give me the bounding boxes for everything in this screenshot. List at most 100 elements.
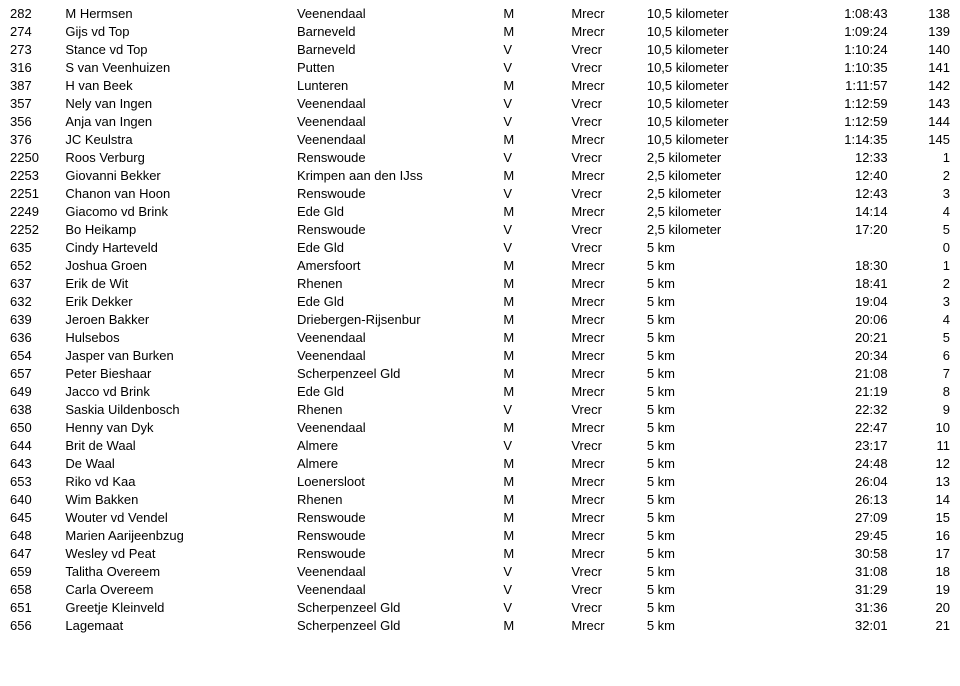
cell-rank: 648 bbox=[8, 526, 63, 544]
cell-gender: V bbox=[501, 148, 539, 166]
cell-name: Marien Aarijeenbzug bbox=[63, 526, 295, 544]
cell-pos: 140 bbox=[902, 40, 952, 58]
cell-cat: Mrecr bbox=[569, 472, 645, 490]
cell-empty bbox=[539, 310, 569, 328]
cell-time: 24:48 bbox=[791, 454, 902, 472]
cell-dist: 10,5 kilometer bbox=[645, 22, 791, 40]
table-row: 638Saskia UildenboschRhenenVVrecr5 km22:… bbox=[8, 400, 952, 418]
cell-dist: 5 km bbox=[645, 436, 791, 454]
table-row: 356Anja van IngenVeenendaalVVrecr10,5 ki… bbox=[8, 112, 952, 130]
cell-gender: M bbox=[501, 274, 539, 292]
cell-empty bbox=[539, 148, 569, 166]
table-row: 376JC KeulstraVeenendaalMMrecr10,5 kilom… bbox=[8, 130, 952, 148]
cell-cat: Mrecr bbox=[569, 274, 645, 292]
table-row: 649Jacco vd BrinkEde GldMMrecr5 km21:198 bbox=[8, 382, 952, 400]
cell-city: Loenersloot bbox=[295, 472, 501, 490]
cell-cat: Vrecr bbox=[569, 400, 645, 418]
cell-pos: 5 bbox=[902, 220, 952, 238]
cell-rank: 273 bbox=[8, 40, 63, 58]
cell-time: 22:32 bbox=[791, 400, 902, 418]
cell-rank: 653 bbox=[8, 472, 63, 490]
cell-empty bbox=[539, 472, 569, 490]
cell-city: Krimpen aan den IJss bbox=[295, 166, 501, 184]
cell-dist: 5 km bbox=[645, 328, 791, 346]
cell-gender: M bbox=[501, 364, 539, 382]
table-row: 274Gijs vd TopBarneveldMMrecr10,5 kilome… bbox=[8, 22, 952, 40]
cell-city: Lunteren bbox=[295, 76, 501, 94]
cell-dist: 5 km bbox=[645, 382, 791, 400]
cell-empty bbox=[539, 580, 569, 598]
cell-empty bbox=[539, 130, 569, 148]
cell-rank: 2249 bbox=[8, 202, 63, 220]
results-page: 282M HermsenVeenendaalMMrecr10,5 kilomet… bbox=[0, 0, 960, 638]
cell-name: Erik de Wit bbox=[63, 274, 295, 292]
table-row: 282M HermsenVeenendaalMMrecr10,5 kilomet… bbox=[8, 4, 952, 22]
cell-city: Rhenen bbox=[295, 400, 501, 418]
cell-gender: M bbox=[501, 22, 539, 40]
cell-name: Nely van Ingen bbox=[63, 94, 295, 112]
cell-name: S van Veenhuizen bbox=[63, 58, 295, 76]
cell-name: Riko vd Kaa bbox=[63, 472, 295, 490]
cell-empty bbox=[539, 58, 569, 76]
cell-empty bbox=[539, 112, 569, 130]
cell-rank: 2250 bbox=[8, 148, 63, 166]
cell-dist: 5 km bbox=[645, 598, 791, 616]
cell-name: Peter Bieshaar bbox=[63, 364, 295, 382]
cell-name: Stance vd Top bbox=[63, 40, 295, 58]
cell-dist: 5 km bbox=[645, 400, 791, 418]
cell-pos: 5 bbox=[902, 328, 952, 346]
cell-dist: 5 km bbox=[645, 364, 791, 382]
cell-cat: Mrecr bbox=[569, 616, 645, 634]
results-tbody: 282M HermsenVeenendaalMMrecr10,5 kilomet… bbox=[8, 4, 952, 634]
table-row: 653Riko vd KaaLoenerslootMMrecr5 km26:04… bbox=[8, 472, 952, 490]
cell-pos: 2 bbox=[902, 274, 952, 292]
cell-city: Renswoude bbox=[295, 544, 501, 562]
table-row: 654Jasper van BurkenVeenendaalMMrecr5 km… bbox=[8, 346, 952, 364]
cell-rank: 650 bbox=[8, 418, 63, 436]
cell-time: 1:12:59 bbox=[791, 112, 902, 130]
cell-rank: 356 bbox=[8, 112, 63, 130]
cell-rank: 657 bbox=[8, 364, 63, 382]
cell-gender: M bbox=[501, 454, 539, 472]
cell-pos: 1 bbox=[902, 256, 952, 274]
cell-cat: Vrecr bbox=[569, 148, 645, 166]
cell-rank: 2253 bbox=[8, 166, 63, 184]
cell-time: 1:10:24 bbox=[791, 40, 902, 58]
cell-name: Greetje Kleinveld bbox=[63, 598, 295, 616]
cell-time: 21:08 bbox=[791, 364, 902, 382]
table-row: 657Peter BieshaarScherpenzeel GldMMrecr5… bbox=[8, 364, 952, 382]
cell-cat: Vrecr bbox=[569, 40, 645, 58]
cell-city: Veenendaal bbox=[295, 4, 501, 22]
cell-empty bbox=[539, 94, 569, 112]
cell-city: Ede Gld bbox=[295, 238, 501, 256]
table-row: 640Wim BakkenRhenenMMrecr5 km26:1314 bbox=[8, 490, 952, 508]
cell-name: Anja van Ingen bbox=[63, 112, 295, 130]
cell-empty bbox=[539, 292, 569, 310]
cell-city: Amersfoort bbox=[295, 256, 501, 274]
cell-gender: V bbox=[501, 112, 539, 130]
cell-pos: 12 bbox=[902, 454, 952, 472]
cell-gender: M bbox=[501, 166, 539, 184]
cell-dist: 10,5 kilometer bbox=[645, 112, 791, 130]
cell-cat: Vrecr bbox=[569, 220, 645, 238]
cell-empty bbox=[539, 76, 569, 94]
cell-dist: 2,5 kilometer bbox=[645, 220, 791, 238]
cell-rank: 647 bbox=[8, 544, 63, 562]
cell-gender: M bbox=[501, 76, 539, 94]
cell-name: Chanon van Hoon bbox=[63, 184, 295, 202]
cell-gender: M bbox=[501, 616, 539, 634]
cell-time: 29:45 bbox=[791, 526, 902, 544]
cell-dist: 2,5 kilometer bbox=[645, 166, 791, 184]
cell-city: Barneveld bbox=[295, 40, 501, 58]
cell-city: Veenendaal bbox=[295, 94, 501, 112]
table-row: 651Greetje KleinveldScherpenzeel GldVVre… bbox=[8, 598, 952, 616]
cell-rank: 644 bbox=[8, 436, 63, 454]
cell-cat: Mrecr bbox=[569, 328, 645, 346]
cell-time bbox=[791, 238, 902, 256]
cell-pos: 0 bbox=[902, 238, 952, 256]
table-row: 632Erik DekkerEde GldMMrecr5 km19:043 bbox=[8, 292, 952, 310]
cell-cat: Mrecr bbox=[569, 4, 645, 22]
cell-name: Wim Bakken bbox=[63, 490, 295, 508]
cell-city: Scherpenzeel Gld bbox=[295, 616, 501, 634]
cell-pos: 16 bbox=[902, 526, 952, 544]
